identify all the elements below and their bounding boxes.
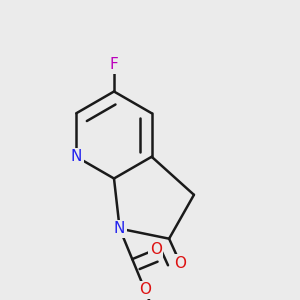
Text: O: O: [150, 242, 162, 257]
Text: O: O: [174, 256, 186, 271]
Text: O: O: [139, 282, 151, 297]
Text: F: F: [110, 57, 118, 72]
Text: N: N: [114, 221, 125, 236]
Text: N: N: [70, 149, 82, 164]
